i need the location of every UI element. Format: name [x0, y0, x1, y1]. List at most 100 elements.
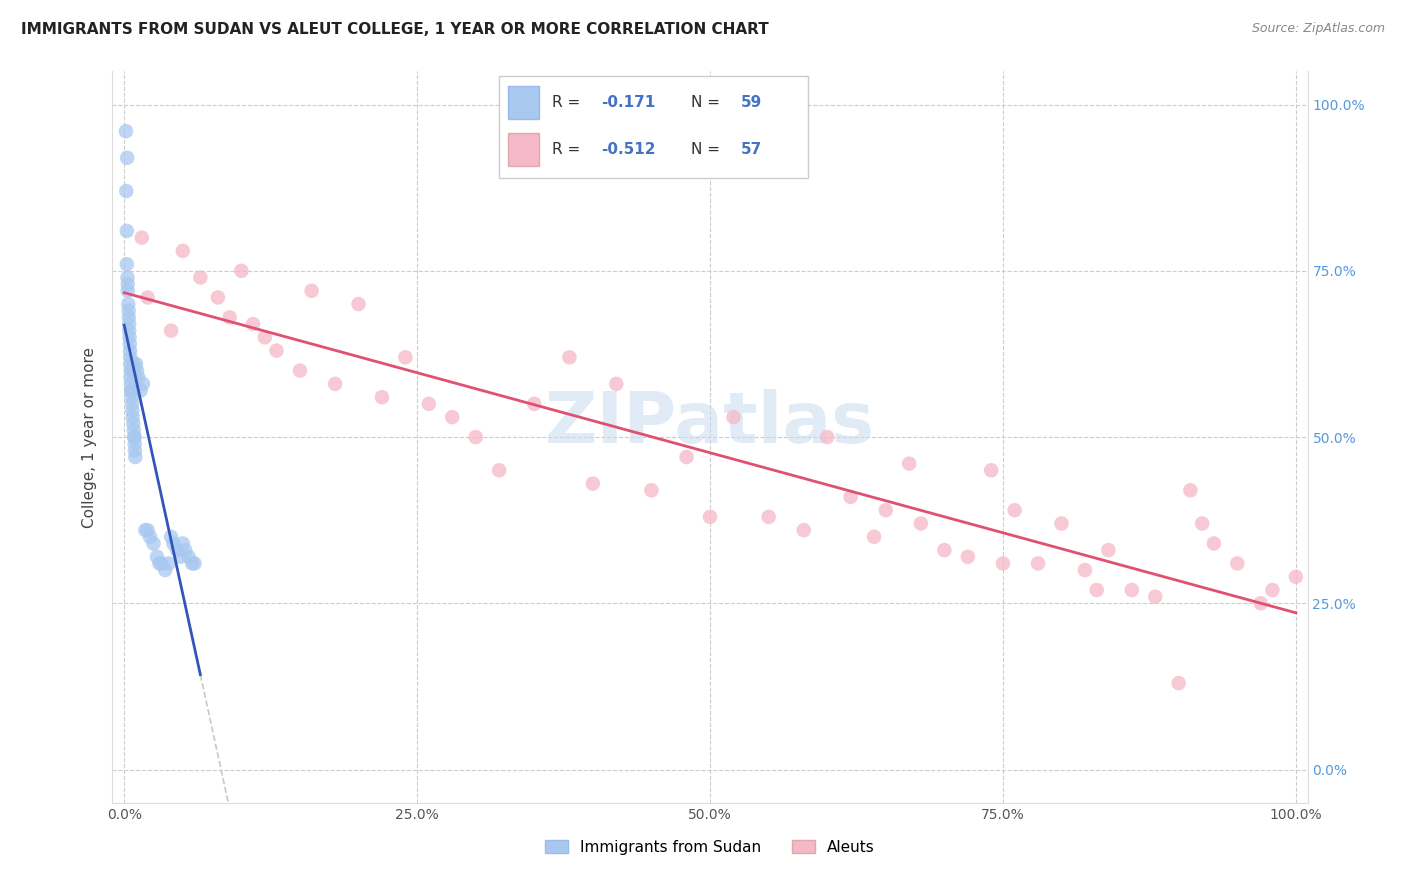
- Point: [207, 290, 229, 304]
- Point: [121, 410, 143, 425]
- Point: [120, 351, 142, 365]
- Point: [122, 430, 145, 444]
- Point: [121, 403, 143, 417]
- Point: [118, 330, 141, 344]
- Point: [146, 549, 169, 564]
- Point: [118, 317, 141, 331]
- Text: N =: N =: [690, 142, 724, 157]
- Point: [181, 557, 204, 571]
- Point: [125, 357, 148, 371]
- Point: [188, 270, 212, 285]
- Text: R =: R =: [551, 95, 585, 110]
- Point: [758, 509, 780, 524]
- Point: [148, 557, 170, 571]
- Text: IMMIGRANTS FROM SUDAN VS ALEUT COLLEGE, 1 YEAR OR MORE CORRELATION CHART: IMMIGRANTS FROM SUDAN VS ALEUT COLLEGE, …: [21, 22, 769, 37]
- FancyBboxPatch shape: [509, 87, 540, 119]
- Point: [115, 151, 138, 165]
- Point: [118, 310, 141, 325]
- Point: [124, 430, 146, 444]
- Point: [160, 530, 183, 544]
- Point: [1180, 483, 1202, 498]
- Point: [122, 424, 145, 438]
- Legend: Immigrants from Sudan, Aleuts: Immigrants from Sudan, Aleuts: [538, 834, 882, 861]
- Point: [115, 124, 138, 138]
- Point: [155, 563, 177, 577]
- Point: [157, 557, 180, 571]
- Point: [815, 430, 838, 444]
- Point: [441, 410, 464, 425]
- Point: [166, 543, 188, 558]
- Point: [122, 357, 145, 371]
- Text: Source: ZipAtlas.com: Source: ZipAtlas.com: [1251, 22, 1385, 36]
- Point: [1191, 516, 1213, 531]
- Text: N =: N =: [690, 95, 724, 110]
- Point: [1226, 557, 1249, 571]
- Text: R =: R =: [551, 142, 585, 157]
- Point: [117, 284, 139, 298]
- Point: [640, 483, 662, 498]
- Point: [120, 384, 142, 398]
- Point: [910, 516, 932, 531]
- Point: [464, 430, 486, 444]
- Point: [242, 317, 264, 331]
- Point: [120, 357, 142, 371]
- Point: [118, 337, 141, 351]
- Point: [582, 476, 605, 491]
- Point: [160, 324, 183, 338]
- Point: [115, 257, 138, 271]
- Point: [127, 370, 149, 384]
- Point: [117, 277, 139, 292]
- Point: [177, 549, 200, 564]
- Point: [1144, 590, 1167, 604]
- Point: [1026, 557, 1049, 571]
- Point: [124, 436, 146, 450]
- Point: [839, 490, 862, 504]
- Point: [132, 376, 155, 391]
- Point: [1085, 582, 1108, 597]
- Point: [150, 557, 173, 571]
- Text: 59: 59: [741, 95, 762, 110]
- Point: [1250, 596, 1272, 610]
- Point: [183, 557, 205, 571]
- Point: [1004, 503, 1026, 517]
- Point: [323, 376, 346, 391]
- Point: [124, 450, 146, 464]
- Point: [418, 397, 440, 411]
- Point: [127, 363, 149, 377]
- Point: [875, 503, 897, 517]
- Point: [139, 530, 162, 544]
- Point: [120, 370, 142, 384]
- Point: [1261, 582, 1284, 597]
- Point: [1074, 563, 1097, 577]
- Point: [699, 509, 721, 524]
- Point: [134, 523, 156, 537]
- Point: [394, 351, 416, 365]
- Point: [120, 343, 141, 358]
- Point: [162, 536, 184, 550]
- Point: [558, 351, 581, 365]
- Point: [288, 363, 311, 377]
- Point: [1121, 582, 1143, 597]
- Point: [1167, 676, 1189, 690]
- Point: [121, 390, 143, 404]
- Point: [863, 530, 886, 544]
- Text: 57: 57: [741, 142, 762, 157]
- Point: [1097, 543, 1119, 558]
- Point: [169, 549, 191, 564]
- Point: [991, 557, 1014, 571]
- FancyBboxPatch shape: [509, 133, 540, 166]
- Point: [124, 443, 146, 458]
- Point: [266, 343, 288, 358]
- Point: [117, 270, 139, 285]
- Point: [136, 290, 159, 304]
- Point: [1202, 536, 1225, 550]
- Point: [347, 297, 370, 311]
- Point: [117, 297, 139, 311]
- FancyBboxPatch shape: [499, 76, 808, 178]
- Point: [174, 543, 197, 558]
- Point: [934, 543, 956, 558]
- Point: [121, 397, 143, 411]
- Text: -0.171: -0.171: [602, 95, 655, 110]
- Point: [122, 363, 145, 377]
- Point: [956, 549, 979, 564]
